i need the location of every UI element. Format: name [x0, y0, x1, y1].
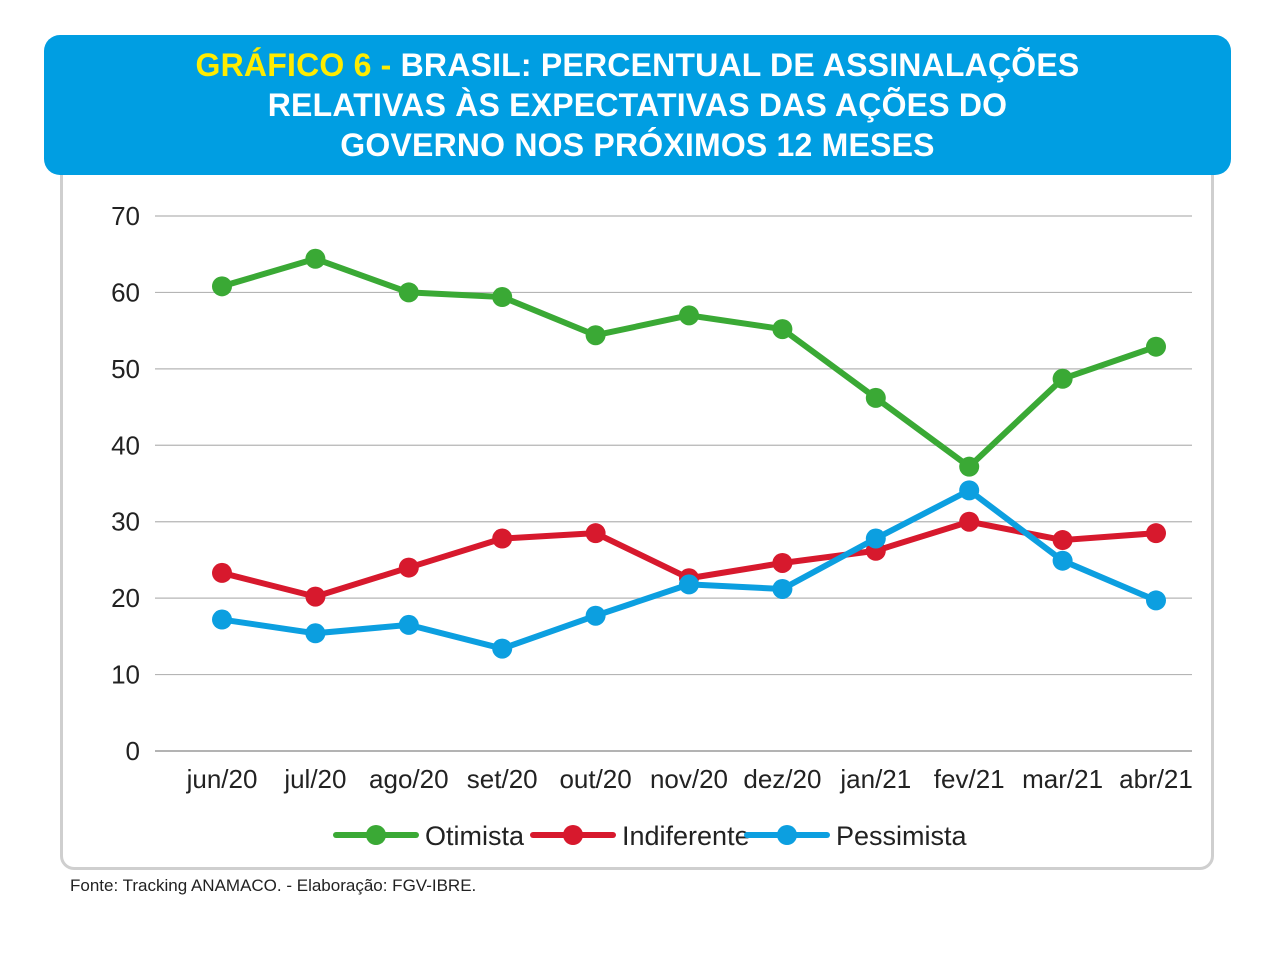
legend-label-pessimista: Pessimista: [836, 821, 968, 851]
data-point-indiferente: [212, 562, 232, 583]
x-tick-label: fev/21: [934, 764, 1005, 794]
data-point-pessimista: [865, 528, 886, 549]
chart-frame: [60, 120, 1214, 870]
chart-number: GRÁFICO 6 -: [195, 47, 401, 83]
data-point-pessimista: [398, 614, 419, 635]
data-point-otimista: [865, 387, 886, 408]
x-tick-label: set/20: [467, 764, 538, 794]
y-tick-label: 40: [111, 430, 140, 460]
data-point-indiferente: [772, 552, 793, 573]
y-tick-label: 10: [111, 660, 140, 690]
data-point-otimista: [1146, 336, 1166, 357]
data-point-indiferente: [1146, 523, 1166, 544]
legend-label-otimista: Otimista: [425, 821, 525, 851]
data-point-otimista: [772, 319, 793, 340]
series-line-otimista: [219, 255, 1159, 470]
data-point-indiferente: [398, 557, 419, 578]
x-tick-label: out/20: [559, 764, 631, 794]
data-point-indiferente: [305, 586, 326, 607]
data-point-otimista: [1052, 368, 1073, 389]
y-tick-label: 30: [111, 507, 140, 537]
x-tick-label: jan/21: [839, 764, 911, 794]
x-tick-label: ago/20: [369, 764, 449, 794]
data-point-pessimista: [305, 623, 326, 644]
data-point-pessimista: [959, 480, 980, 501]
legend-marker-otimista: [366, 825, 386, 845]
chart-title: GRÁFICO 6 - BRASIL: PERCENTUAL DE ASSINA…: [44, 35, 1231, 175]
x-tick-label: jul/20: [283, 764, 346, 794]
y-tick-label: 20: [111, 583, 140, 613]
data-point-otimista: [959, 456, 980, 477]
x-tick-label: mar/21: [1022, 764, 1103, 794]
x-tick-label: nov/20: [650, 764, 728, 794]
data-point-pessimista: [585, 605, 606, 626]
data-point-otimista: [398, 282, 419, 303]
y-tick-label: 50: [111, 354, 140, 384]
data-point-pessimista: [492, 638, 513, 659]
data-point-indiferente: [585, 523, 606, 544]
title-line-3: GOVERNO NOS PRÓXIMOS 12 MESES: [340, 127, 935, 163]
legend-marker-indiferente: [563, 825, 583, 845]
data-point-pessimista: [1052, 550, 1073, 571]
data-point-otimista: [305, 248, 326, 269]
title-line-2: RELATIVAS ÀS EXPECTATIVAS DAS AÇÕES DO: [267, 87, 1008, 123]
x-tick-label: dez/20: [743, 764, 821, 794]
data-point-otimista: [585, 325, 606, 346]
title-line-1: BRASIL: PERCENTUAL DE ASSINALAÇÕES: [400, 47, 1080, 83]
data-point-otimista: [679, 305, 699, 326]
data-point-pessimista: [212, 609, 232, 630]
data-point-pessimista: [1146, 590, 1166, 611]
legend-label-indiferente: Indiferente: [622, 821, 750, 851]
data-point-indiferente: [1052, 530, 1073, 551]
data-point-indiferente: [959, 511, 980, 532]
y-tick-label: 0: [126, 736, 140, 766]
x-tick-label: jun/20: [186, 764, 258, 794]
data-point-pessimista: [679, 574, 699, 595]
legend-marker-pessimista: [777, 825, 797, 845]
y-tick-label: 70: [111, 201, 140, 231]
data-point-pessimista: [772, 578, 793, 599]
data-point-otimista: [212, 276, 232, 297]
data-point-otimista: [492, 287, 513, 308]
y-tick-label: 60: [111, 277, 140, 307]
data-point-indiferente: [492, 528, 513, 549]
x-tick-label: abr/21: [1119, 764, 1193, 794]
source-note: Fonte: Tracking ANAMACO. - Elaboração: F…: [70, 876, 477, 895]
